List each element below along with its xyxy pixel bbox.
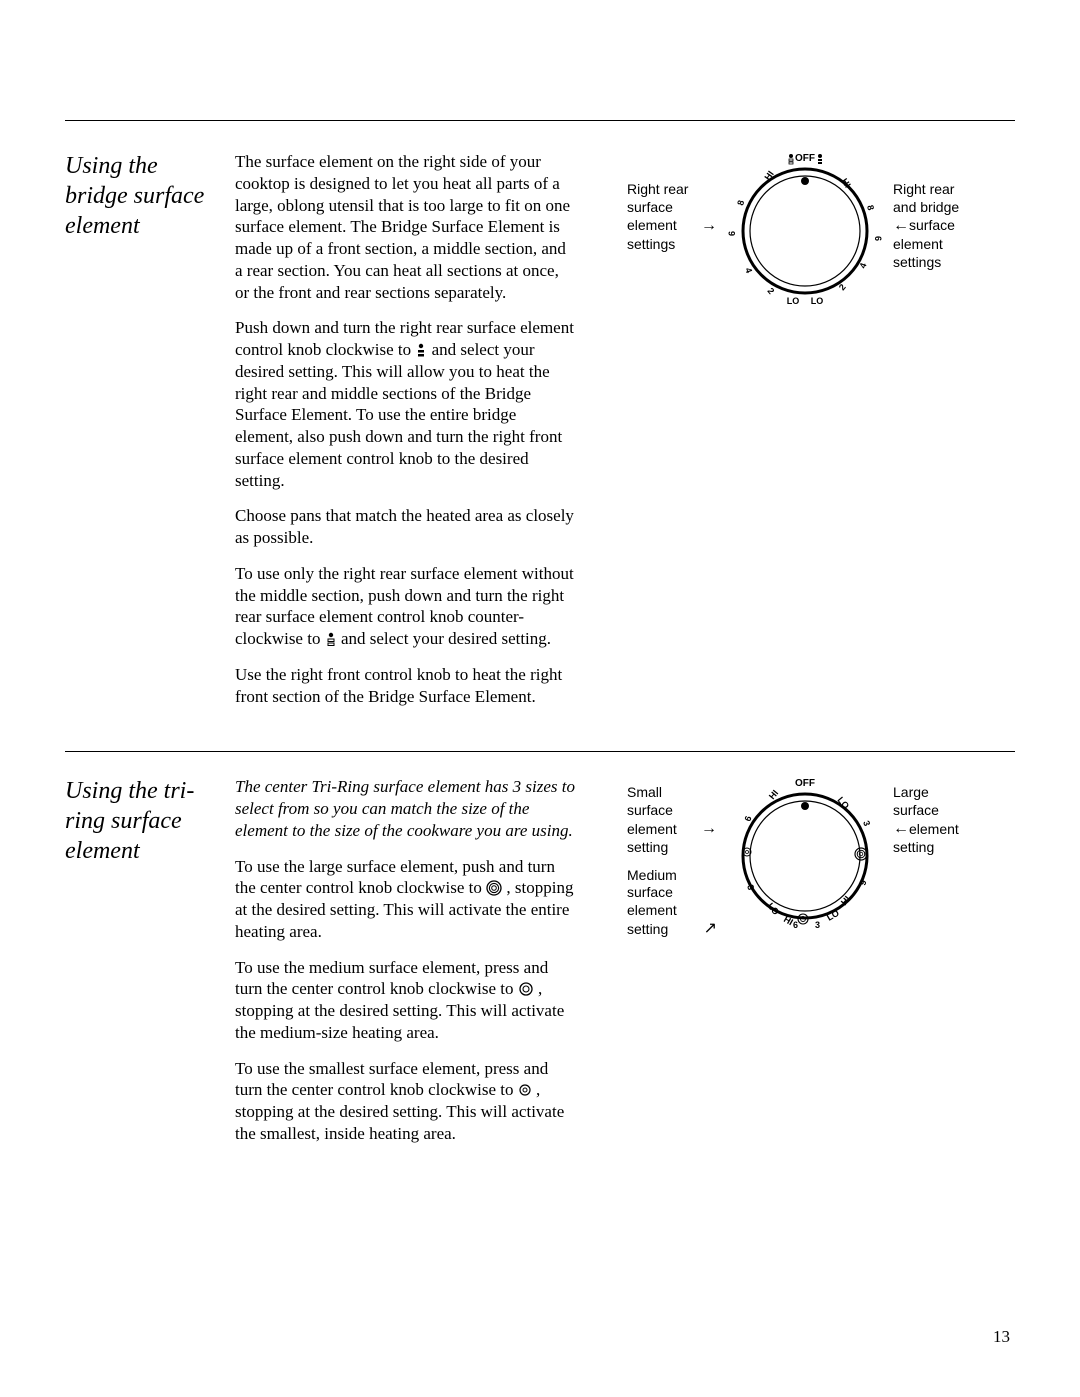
- lr3: surface: [909, 217, 955, 235]
- section-bridge: Using the bridge surface element The sur…: [65, 151, 1015, 721]
- lo-l: LO: [787, 296, 800, 306]
- tri-lo-b: LO: [825, 908, 841, 923]
- page-number: 13: [993, 1327, 1010, 1347]
- arrow-left-icon: ←: [893, 216, 909, 236]
- p2: Push down and turn the right rear surfac…: [235, 317, 575, 491]
- p4b: and select your desired setting.: [337, 629, 551, 648]
- section-tri-ring: Using the tri-ring surface element The c…: [65, 776, 1015, 1158]
- body-tri-ring: The center Tri-Ring surface element has …: [235, 776, 575, 1158]
- ll1: Right rear: [627, 181, 717, 199]
- tri-label-medium: Medium surface element setting↗: [627, 867, 717, 940]
- t2r: 2: [837, 282, 848, 292]
- tri-label-large: Large surface ←element setting: [893, 784, 983, 857]
- p3: Choose pans that match the heated area a…: [235, 505, 575, 549]
- off-text: OFF: [795, 153, 815, 164]
- hi-l: HI: [762, 169, 775, 182]
- body-bridge: The surface element on the right side of…: [235, 151, 575, 721]
- sl4: setting: [627, 839, 717, 857]
- tri-label-small: Small surface element→ setting: [627, 784, 717, 857]
- arrow-right-icon: →: [677, 216, 717, 236]
- heading-bridge: Using the bridge surface element: [65, 151, 235, 241]
- rule-mid: [65, 751, 1015, 752]
- t4l: 4: [743, 266, 754, 274]
- heading-tri-ring: Using the tri-ring surface element: [65, 776, 235, 866]
- sl1: Small: [627, 784, 717, 802]
- p2b: and select your desired setting. This wi…: [235, 340, 562, 490]
- tri-ring-dial-svg: OFF HI 6 3 LO HI 6 3 LO HI: [725, 776, 885, 936]
- rule-top: [65, 120, 1015, 121]
- tri6l: 6: [742, 815, 753, 823]
- lr5: settings: [893, 254, 983, 272]
- diagram-bridge: Right rear surface element→ settings OFF…: [575, 151, 1015, 311]
- tri-off: OFF: [795, 778, 815, 789]
- ml3: element: [627, 902, 717, 920]
- ll2: surface: [627, 199, 717, 217]
- tri-lo-l: LO: [765, 901, 781, 917]
- tri6b: 6: [793, 920, 798, 930]
- large-ring-icon: [486, 880, 502, 896]
- p5: Use the right front control knob to heat…: [235, 664, 575, 708]
- single-icon-inline: [325, 632, 337, 646]
- medium-ring-icon: [518, 981, 534, 997]
- ll3: element: [627, 217, 677, 235]
- lr1: Right rear: [893, 181, 983, 199]
- diagram-tri-ring: Small surface element→ setting Medium su…: [575, 776, 1015, 939]
- p4: To use only the right rear surface eleme…: [235, 563, 575, 650]
- bridge-icon-inline: [415, 343, 427, 357]
- lg3: element: [909, 821, 959, 839]
- t6l: 6: [727, 231, 737, 236]
- arrow-left-icon: ←: [893, 819, 909, 839]
- t8r: 8: [865, 204, 876, 211]
- tp1: To use the large surface element, push a…: [235, 856, 575, 943]
- ml1: Medium: [627, 867, 717, 885]
- tri-lo-r: LO: [835, 795, 851, 811]
- lo-r: LO: [811, 296, 824, 306]
- t8l: 8: [735, 199, 746, 206]
- bridge-label-left: Right rear surface element→ settings: [627, 181, 717, 254]
- tp2: To use the medium surface element, press…: [235, 957, 575, 1044]
- intro: The center Tri-Ring surface element has …: [235, 776, 575, 841]
- tp3a: To use the smallest surface element, pre…: [235, 1059, 548, 1100]
- p1: The surface element on the right side of…: [235, 151, 575, 303]
- sl3: element: [627, 821, 677, 839]
- bridge-dial-svg: OFF HI 8 6 4 2 LO HI 8 6 4: [725, 151, 885, 311]
- sl2: surface: [627, 802, 717, 820]
- lr2: and bridge: [893, 199, 983, 217]
- tri3r: 3: [861, 820, 872, 828]
- ll4: settings: [627, 236, 717, 254]
- t4r: 4: [857, 262, 868, 270]
- lg2: surface: [893, 802, 983, 820]
- ml4: setting: [627, 921, 668, 939]
- lg4: setting: [893, 839, 983, 857]
- t2l: 2: [765, 286, 776, 296]
- tp2a: To use the medium surface element, press…: [235, 958, 548, 999]
- bridge-label-right: Right rear and bridge ←surface element s…: [893, 181, 983, 271]
- t6r: 6: [873, 236, 883, 241]
- arrow-right-icon: →: [677, 819, 717, 839]
- small-ring-icon: [518, 1083, 532, 1097]
- arrow-diag-icon: ↗: [668, 919, 717, 939]
- ml2: surface: [627, 884, 717, 902]
- tp3: To use the smallest surface element, pre…: [235, 1058, 575, 1145]
- lr4: element: [893, 236, 983, 254]
- tri3b: 3: [815, 920, 820, 930]
- lg1: Large: [893, 784, 983, 802]
